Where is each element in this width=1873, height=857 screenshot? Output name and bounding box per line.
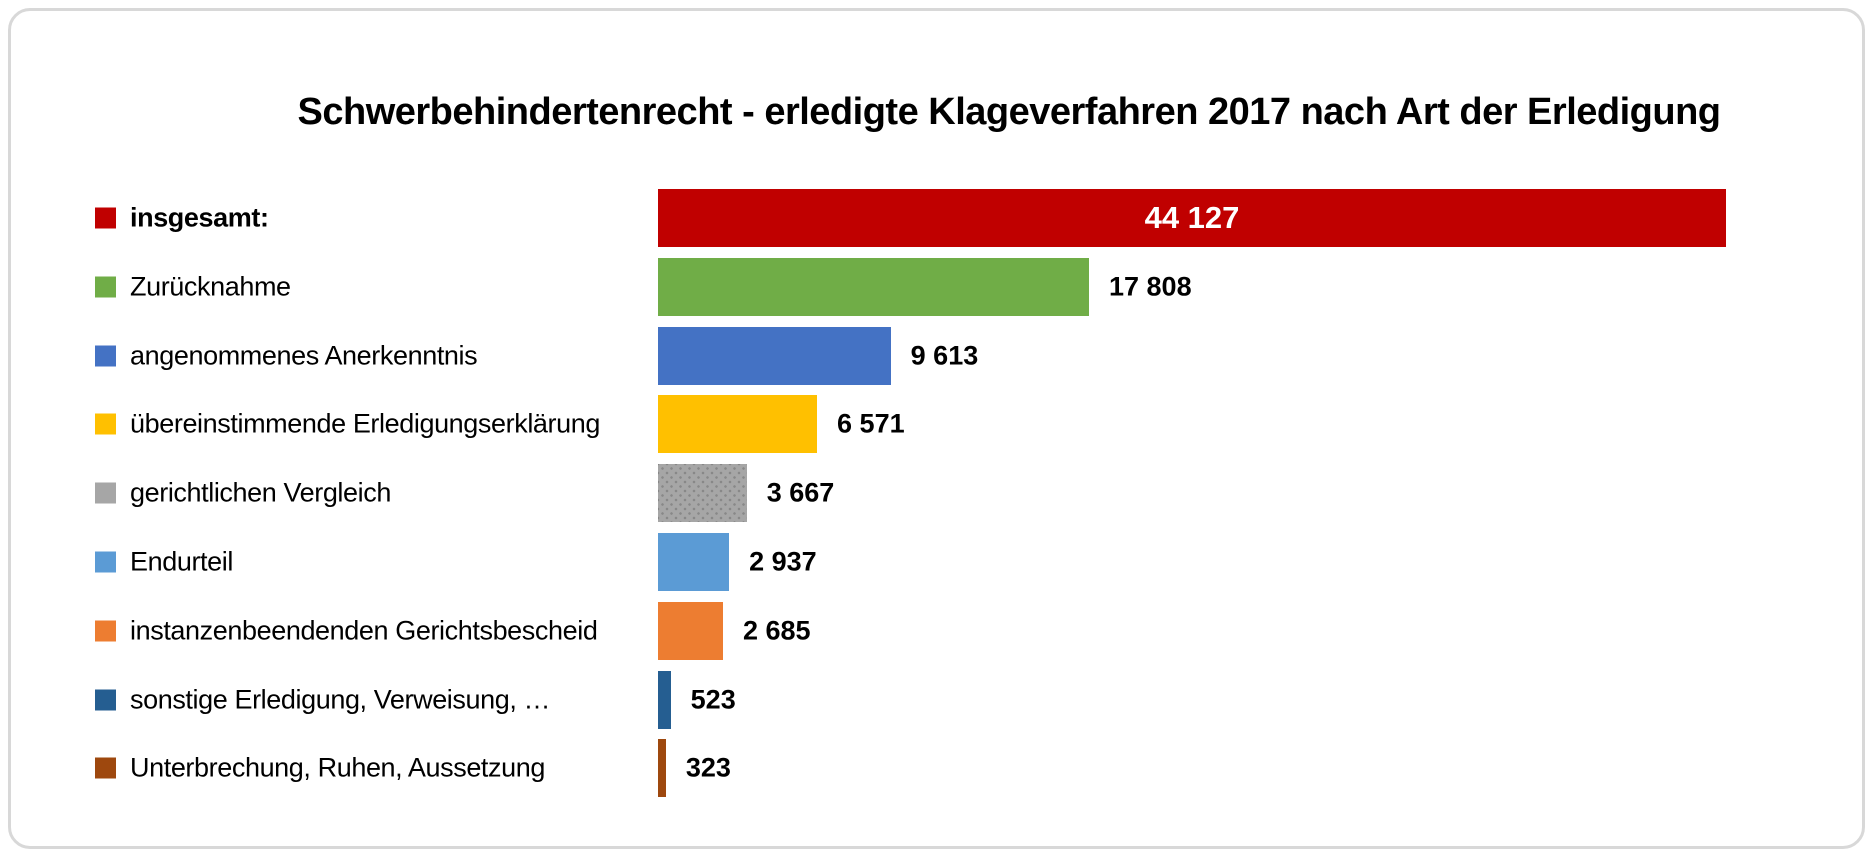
category-label: insgesamt:: [130, 202, 269, 233]
category-label: Unterbrechung, Ruhen, Aussetzung: [130, 752, 545, 783]
legend-marker: [95, 413, 116, 435]
bar-5: [658, 533, 730, 591]
chart-card: Schwerbehindertenrecht - erledigte Klage…: [8, 8, 1865, 849]
legend-marker: [95, 620, 116, 642]
chart-title: Schwerbehindertenrecht - erledigte Klage…: [297, 91, 1722, 133]
chart-row-1: Zurücknahme 17 808: [0, 257, 1873, 316]
category-label: angenommenes Anerkenntnis: [130, 340, 478, 371]
category-label: sonstige Erledigung, Verweisung, …: [130, 684, 551, 715]
category-label: übereinstimmende Erledigungserklärung: [130, 408, 600, 439]
legend-marker: [95, 551, 116, 573]
bar-3: [658, 395, 818, 454]
bar-0: 44 127: [658, 189, 1726, 247]
value-label: 44 127: [1144, 200, 1240, 235]
bar-6: [658, 601, 723, 660]
category-label: Zurücknahme: [130, 271, 291, 302]
legend-marker: [95, 482, 116, 504]
bar-8: [658, 739, 666, 798]
value-label: 17 808: [1109, 271, 1192, 302]
value-label: 2 937: [749, 546, 817, 577]
bar-2: [658, 326, 891, 385]
chart-row-3: übereinstimmende Erledigungserklärung 6 5…: [0, 395, 1873, 454]
value-label: 3 667: [766, 477, 835, 508]
legend-marker: [95, 345, 116, 367]
chart-row-7: sonstige Erledigung, Verweisung, … 523: [0, 670, 1873, 729]
value-label: 523: [690, 684, 736, 715]
category-label: gerichtlichen Vergleich: [130, 477, 391, 508]
category-label: Endurteil: [130, 546, 233, 577]
category-label: instanzenbeendenden Gerichtsbescheid: [130, 615, 598, 646]
legend-marker: [95, 207, 116, 229]
chart-row-2: angenommenes Anerkenntnis 9 613: [0, 326, 1873, 385]
value-label: 2 685: [742, 615, 811, 646]
chart-row-5: Endurteil 2 937: [0, 533, 1873, 591]
bar-4: [658, 464, 747, 523]
value-label: 323: [685, 752, 731, 783]
legend-marker: [95, 689, 116, 711]
value-label: 9 613: [910, 340, 979, 371]
bar-1: [658, 257, 1089, 316]
bar-7: [658, 670, 671, 729]
chart-row-0: insgesamt: 44 127: [0, 189, 1873, 247]
chart-row-6: instanzenbeendenden Gerichtsbescheid 2 68…: [0, 601, 1873, 660]
legend-marker: [95, 757, 116, 779]
value-label: 6 571: [837, 408, 905, 439]
chart-row-8: Unterbrechung, Ruhen, Aussetzung 323: [0, 739, 1873, 798]
legend-marker: [95, 276, 116, 298]
chart-row-4: gerichtlichen Vergleich 3 667: [0, 464, 1873, 523]
